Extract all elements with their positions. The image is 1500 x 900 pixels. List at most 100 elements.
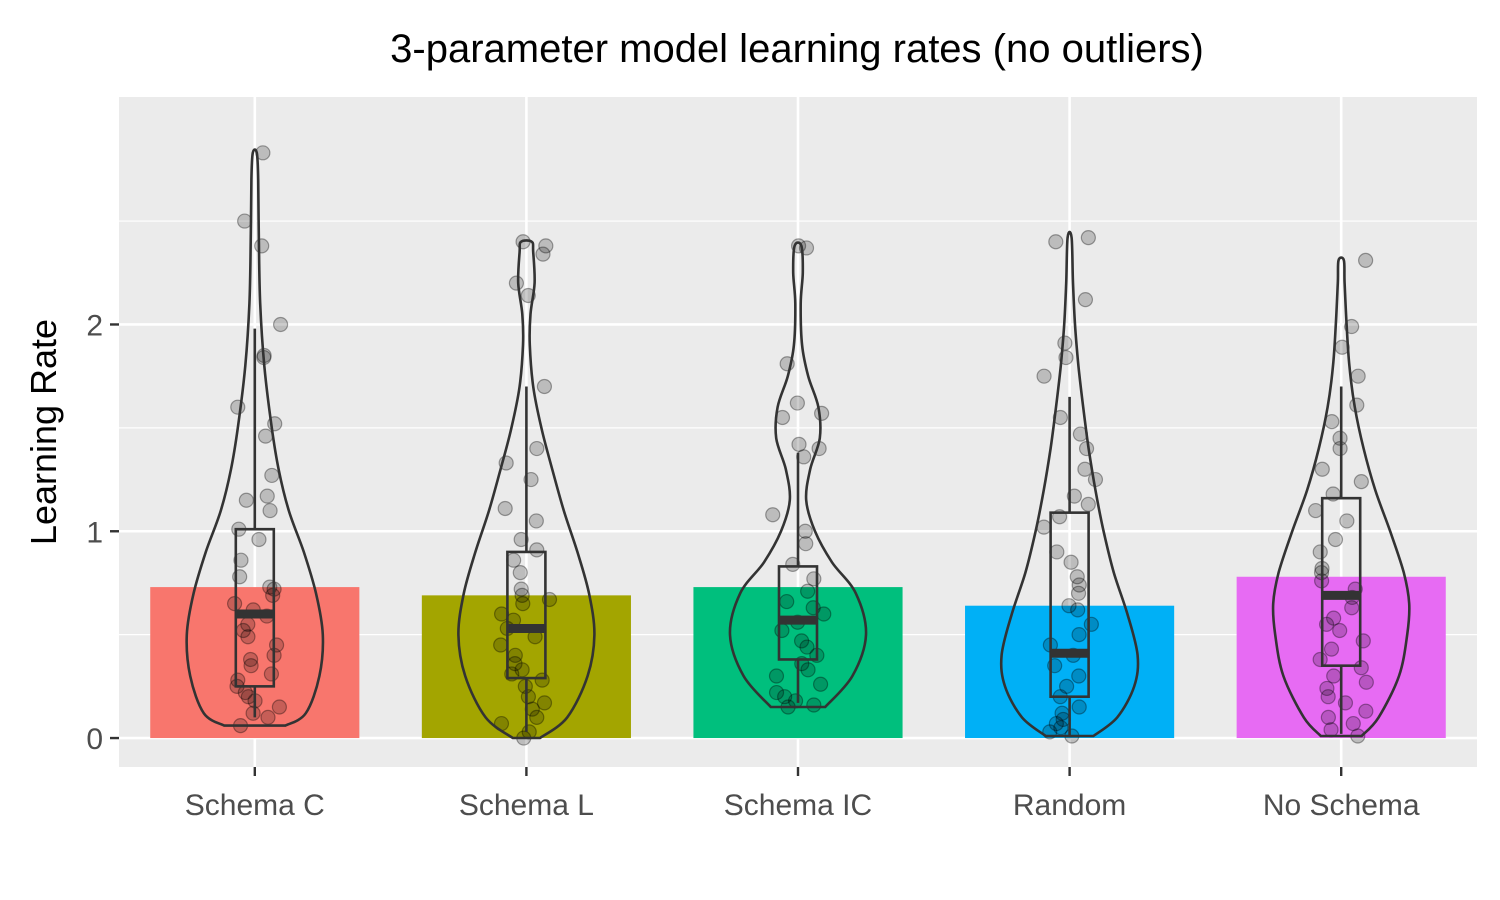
data-point [1063,554,1079,570]
x-tick-label: No Schema [1263,789,1420,822]
data-point [230,399,246,415]
data-point [1326,668,1342,684]
data-point [1048,234,1064,250]
data-point [1036,368,1052,384]
data-point [800,662,816,678]
data-point [768,668,785,684]
data-point [768,684,785,701]
data-point [243,658,259,674]
data-point [765,507,781,523]
data-point [237,213,253,229]
data-point [1358,252,1374,268]
data-point [520,689,536,705]
data-point [240,629,256,645]
data-point [1308,502,1324,519]
y-axis-label: Learning Rate [23,319,64,545]
data-point [264,467,280,484]
data-point [774,622,790,639]
data-point [1349,397,1365,413]
data-point [257,428,274,444]
data-point [1071,699,1087,715]
data-point [536,695,553,711]
data-point [789,395,805,411]
data-point [1071,627,1087,643]
data-point [535,246,551,262]
data-point [263,666,280,682]
x-tick-label: Schema L [459,789,594,822]
data-point [238,492,254,508]
data-point [514,587,530,603]
data-point [1353,474,1369,490]
box-iqr [234,527,276,688]
violins [185,148,1411,740]
data-point [814,405,830,421]
data-point [1069,569,1085,585]
data-point [1327,531,1344,548]
violin-random [999,230,1140,738]
jitter-points [226,145,1374,746]
data-point [798,536,814,552]
data-point [1052,409,1068,426]
y-tick-label: 2 [86,309,103,342]
data-point [260,709,276,725]
data-point [1077,292,1094,308]
boxplots [234,328,1362,736]
data-point [1350,368,1366,384]
data-point [1071,577,1087,593]
data-point [1057,335,1073,351]
data-point [779,593,795,610]
x-tick-label: Schema IC [724,789,872,822]
data-point [799,639,815,655]
x-tick-label: Schema C [185,789,325,822]
data-point [1358,674,1374,690]
data-point [785,556,801,572]
violin-schema-ic [728,241,868,709]
data-point [1048,715,1064,732]
data-point [493,637,509,653]
data-point [1344,600,1360,616]
data-point [534,672,550,688]
data-point [538,238,554,254]
data-point [529,440,545,457]
data-point [1070,585,1087,601]
x-axis: Schema C Schema L Schema IC Random No Schema [185,767,1420,822]
data-point [1320,689,1336,705]
data-point [791,436,807,453]
data-point [1312,544,1328,560]
data-point [528,513,544,529]
y-axis: 0 1 2 [86,309,119,756]
data-point [513,581,529,597]
violin-no-schema [1271,256,1411,738]
data-point [272,316,289,333]
data-point [1061,598,1077,614]
data-point [1070,602,1086,618]
violin-schema-l [457,239,596,740]
data-point [515,596,531,612]
data-point [497,500,513,517]
data-point [777,689,793,705]
data-point [806,697,822,713]
data-point [513,531,529,548]
data-point [233,552,249,568]
bars [150,576,1446,739]
data-point [529,709,545,725]
data-point [1036,519,1052,535]
data-point [1319,680,1335,697]
data-point [1339,513,1355,529]
data-point [536,378,553,395]
data-point [271,699,287,715]
data-point [529,542,545,558]
data-point [1078,440,1095,457]
chart-title: 3-parameter model learning rates (no out… [390,27,1204,71]
data-point [262,502,278,519]
data-point [1049,544,1065,560]
data-point [1358,703,1374,719]
data-point [1323,722,1339,738]
data-point [1080,496,1096,512]
data-point [512,565,528,581]
data-point [506,552,522,568]
data-point [1320,709,1336,725]
x-tick-label: Random [1013,789,1126,822]
data-point [1326,610,1342,626]
